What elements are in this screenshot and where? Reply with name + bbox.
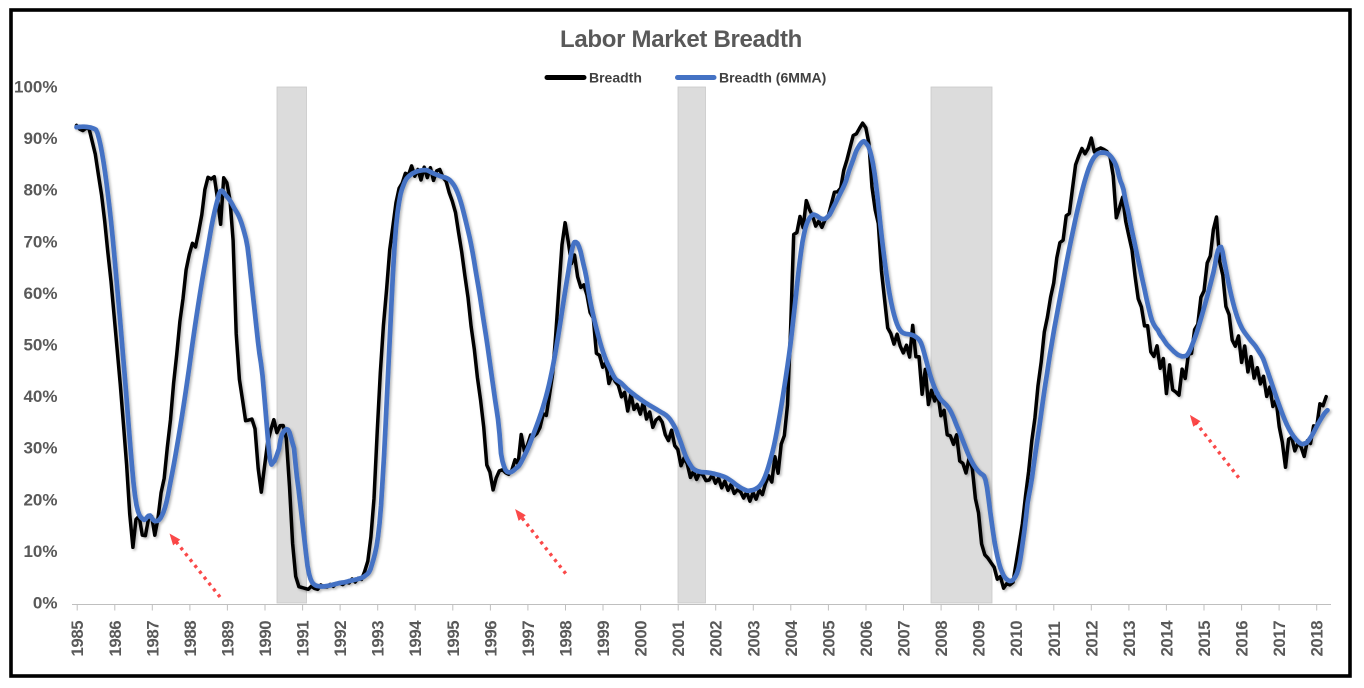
svg-text:0%: 0% bbox=[33, 594, 58, 613]
svg-text:1993: 1993 bbox=[369, 621, 388, 657]
svg-text:1991: 1991 bbox=[294, 621, 313, 657]
svg-text:Breadth (6MMA): Breadth (6MMA) bbox=[719, 70, 826, 86]
svg-text:2008: 2008 bbox=[932, 621, 951, 657]
svg-text:1989: 1989 bbox=[218, 621, 237, 657]
svg-text:2003: 2003 bbox=[744, 621, 763, 657]
svg-text:2017: 2017 bbox=[1270, 621, 1289, 657]
svg-text:1997: 1997 bbox=[519, 621, 538, 657]
svg-text:2001: 2001 bbox=[669, 621, 688, 657]
svg-text:2011: 2011 bbox=[1045, 622, 1064, 657]
svg-text:100%: 100% bbox=[14, 78, 57, 97]
svg-text:1990: 1990 bbox=[256, 621, 275, 657]
svg-text:2018: 2018 bbox=[1308, 621, 1327, 657]
svg-text:1998: 1998 bbox=[557, 621, 576, 657]
svg-text:1986: 1986 bbox=[106, 621, 125, 657]
svg-text:1995: 1995 bbox=[444, 621, 463, 657]
svg-text:2005: 2005 bbox=[819, 621, 838, 657]
svg-text:2009: 2009 bbox=[970, 621, 989, 657]
svg-text:Labor Market Breadth: Labor Market Breadth bbox=[560, 26, 802, 53]
svg-text:70%: 70% bbox=[23, 232, 57, 251]
svg-text:2015: 2015 bbox=[1195, 621, 1214, 657]
svg-text:1987: 1987 bbox=[143, 621, 162, 657]
svg-text:1988: 1988 bbox=[181, 621, 200, 657]
svg-text:60%: 60% bbox=[23, 284, 57, 303]
svg-text:40%: 40% bbox=[23, 387, 57, 406]
svg-text:1992: 1992 bbox=[331, 621, 350, 657]
svg-text:2013: 2013 bbox=[1120, 621, 1139, 657]
svg-text:1996: 1996 bbox=[481, 621, 500, 657]
svg-text:80%: 80% bbox=[23, 181, 57, 200]
svg-text:1985: 1985 bbox=[68, 621, 87, 657]
svg-text:2016: 2016 bbox=[1233, 621, 1252, 657]
svg-text:2006: 2006 bbox=[857, 621, 876, 657]
svg-text:2007: 2007 bbox=[895, 621, 914, 657]
svg-text:2012: 2012 bbox=[1082, 621, 1101, 657]
svg-text:Breadth: Breadth bbox=[589, 70, 642, 86]
svg-text:10%: 10% bbox=[23, 542, 57, 561]
svg-text:2002: 2002 bbox=[707, 621, 726, 657]
svg-text:2004: 2004 bbox=[782, 620, 801, 657]
svg-text:90%: 90% bbox=[23, 129, 57, 148]
svg-text:1999: 1999 bbox=[594, 621, 613, 657]
svg-text:50%: 50% bbox=[23, 336, 57, 355]
svg-text:2000: 2000 bbox=[632, 621, 651, 657]
svg-text:30%: 30% bbox=[23, 439, 57, 458]
svg-text:2010: 2010 bbox=[1007, 621, 1026, 657]
svg-text:2014: 2014 bbox=[1157, 620, 1176, 657]
svg-text:20%: 20% bbox=[23, 490, 57, 509]
svg-text:1994: 1994 bbox=[406, 620, 425, 657]
